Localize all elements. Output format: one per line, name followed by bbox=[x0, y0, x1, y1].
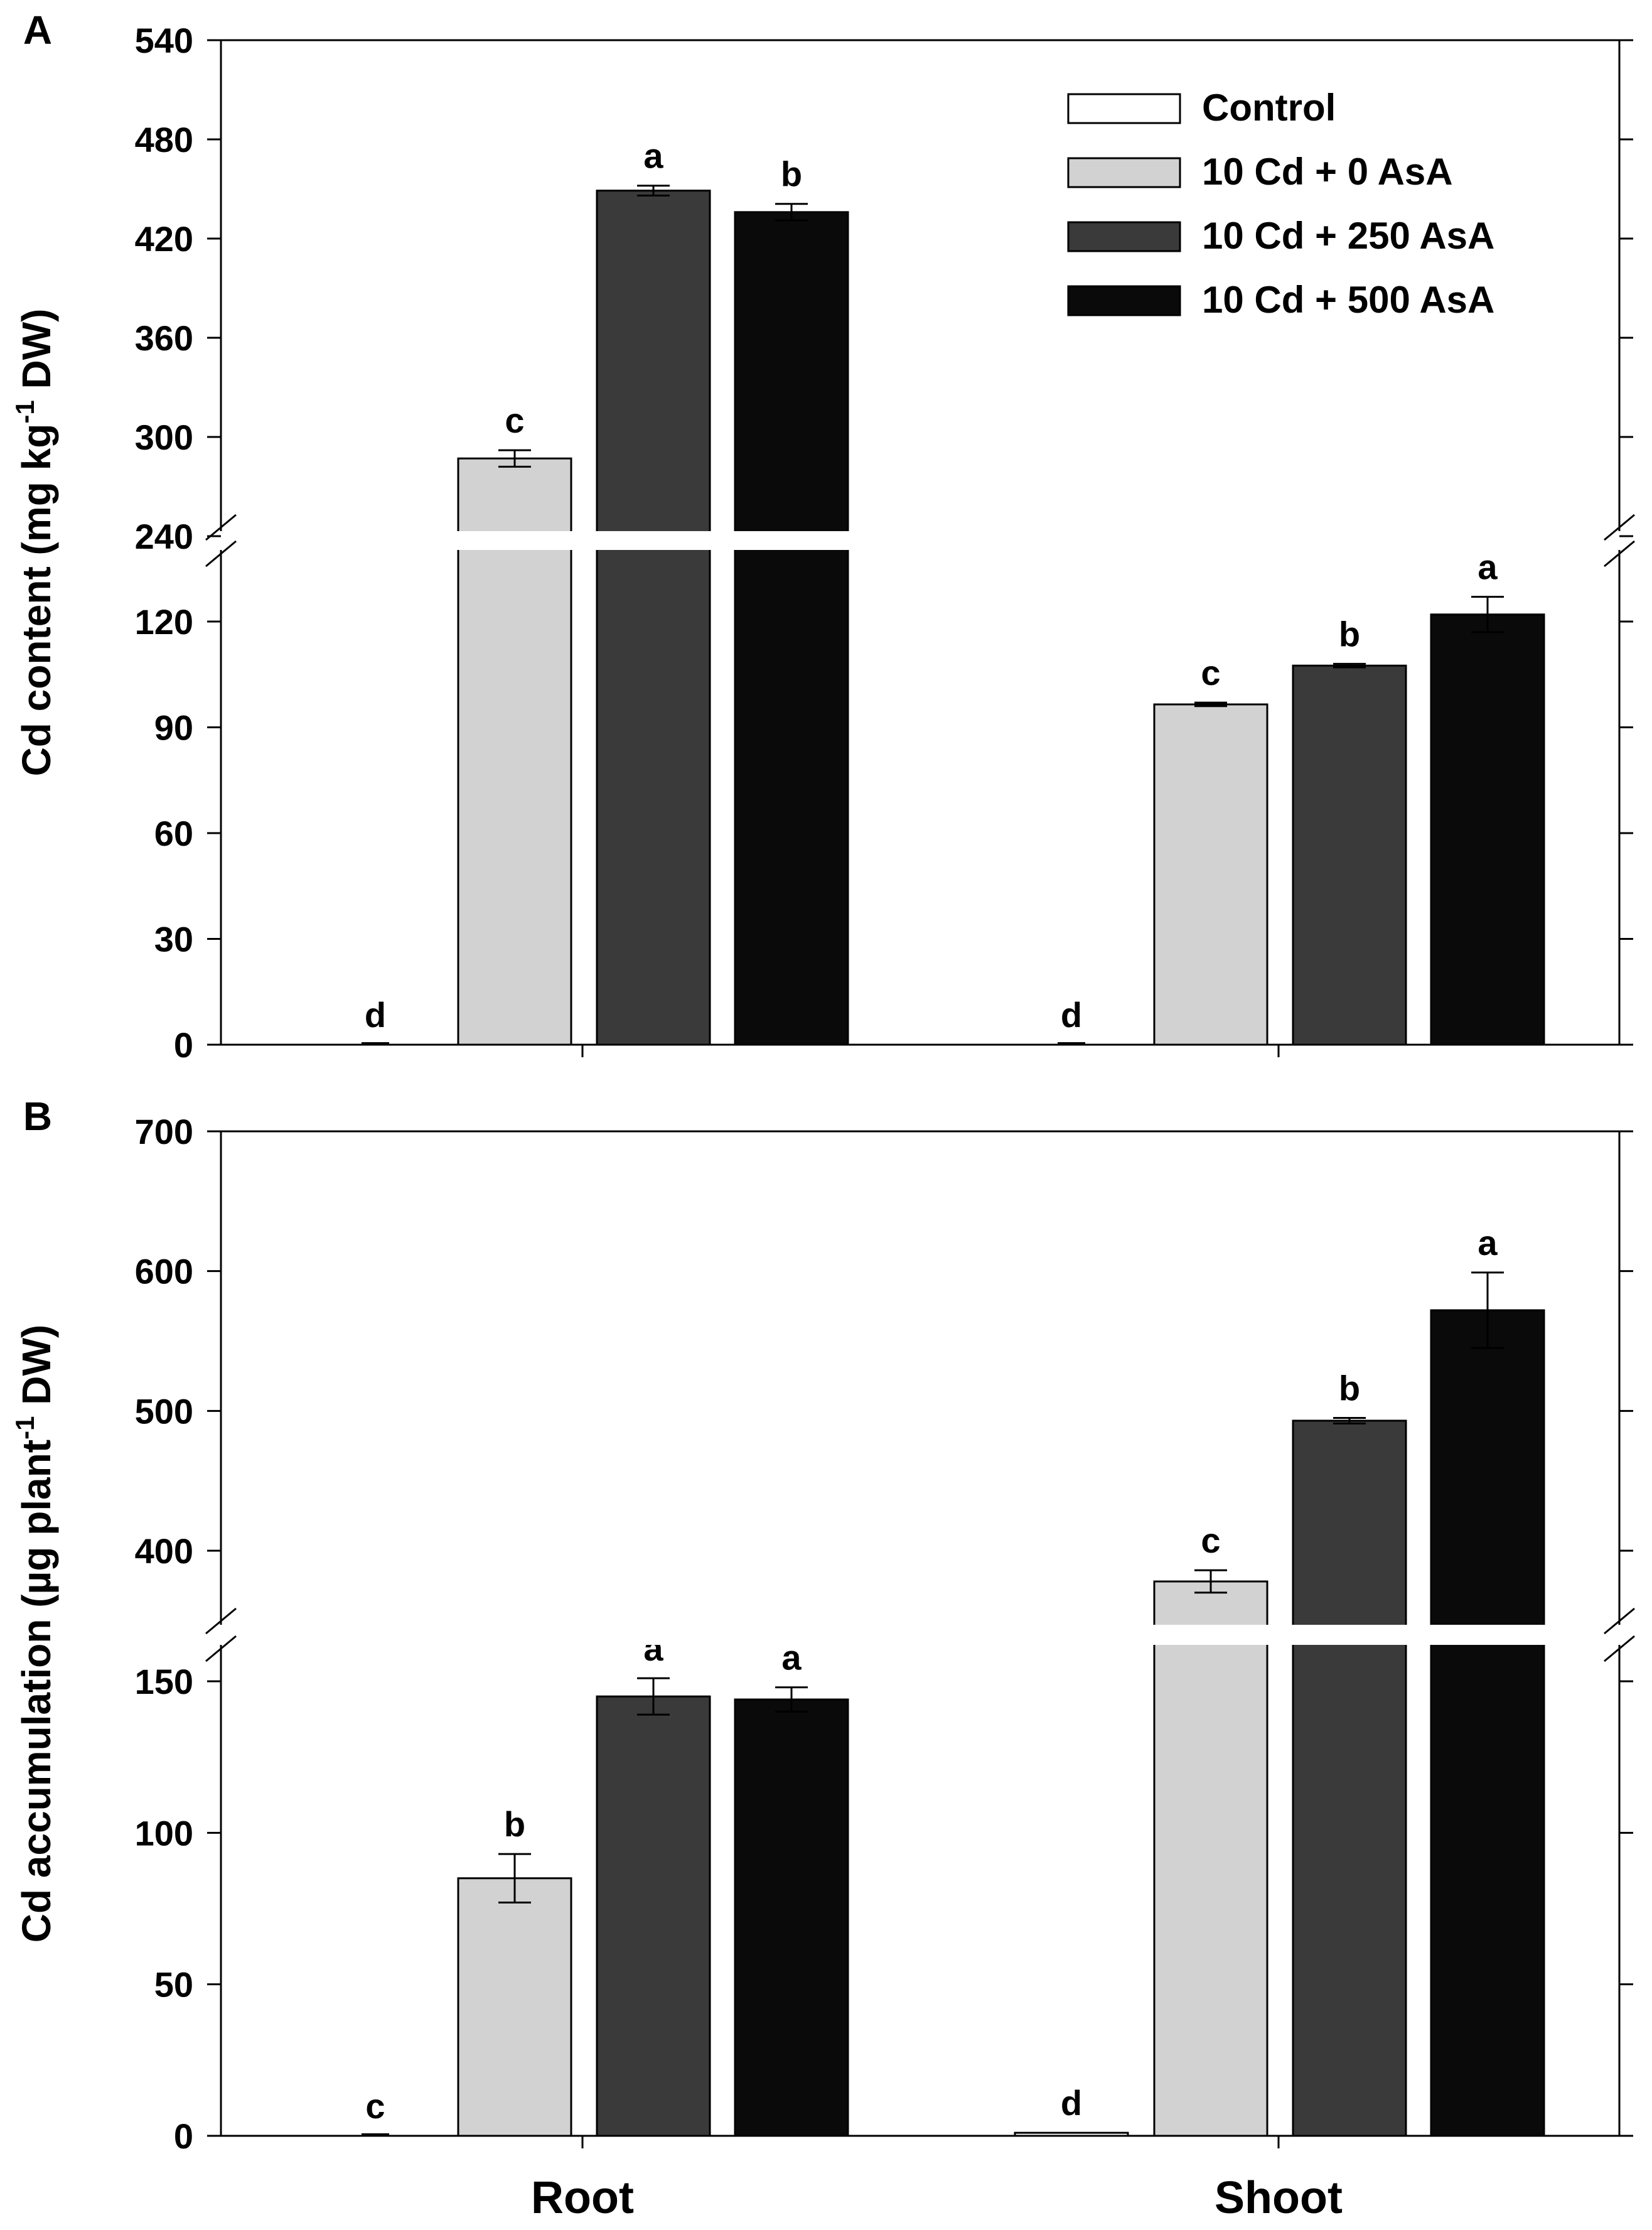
y-tick-label: 50 bbox=[154, 1965, 193, 2005]
legend-label: 10 Cd + 0 AsA bbox=[1202, 151, 1453, 193]
y-axis-title-main: Cd accumulation (µg plant bbox=[14, 1440, 59, 1942]
bar bbox=[596, 1695, 711, 2137]
legend-swatch bbox=[1067, 221, 1181, 252]
bar bbox=[457, 1877, 572, 2137]
y-tick-label: 480 bbox=[135, 120, 193, 159]
significance-letter: c bbox=[1201, 653, 1220, 692]
y-tick-label: 0 bbox=[174, 2116, 193, 2156]
y-tick-label: 0 bbox=[174, 1025, 193, 1065]
panel-letter: A bbox=[23, 8, 52, 53]
y-axis-title-end: DW) bbox=[14, 309, 59, 401]
y-tick-label: 700 bbox=[135, 1112, 193, 1151]
significance-letter: b bbox=[1339, 1368, 1360, 1408]
y-axis-title: Cd accumulation (µg plant-1 DW) bbox=[10, 1325, 59, 1942]
significance-letter: b bbox=[781, 154, 802, 194]
bar bbox=[457, 457, 572, 1046]
y-tick-label: 400 bbox=[135, 1531, 193, 1571]
bar bbox=[1430, 1309, 1545, 2137]
axis-break-mark bbox=[1604, 1635, 1635, 1662]
axis-break-mark bbox=[205, 540, 237, 568]
significance-letter: d bbox=[365, 995, 386, 1035]
significance-letter: b bbox=[1339, 614, 1360, 654]
bar bbox=[734, 1698, 849, 2137]
y-axis-title-sup: -1 bbox=[10, 400, 40, 423]
bar bbox=[734, 211, 849, 1046]
panel-a: Ad d c c a b b a 0 30 60 90 120 240 300 360 420 480 540 Cd … bbox=[10, 8, 1635, 1065]
significance-letter: c bbox=[365, 2086, 385, 2126]
axis-break-mark bbox=[205, 1607, 237, 1635]
bar bbox=[596, 190, 711, 1046]
x-category-label: Root bbox=[531, 2173, 634, 2223]
y-tick-label: 360 bbox=[135, 318, 193, 358]
y-axis-title-end: DW) bbox=[14, 1325, 59, 1416]
legend-label: 10 Cd + 250 AsA bbox=[1202, 215, 1494, 257]
significance-letter: a bbox=[1478, 1223, 1498, 1263]
legend-label: 10 Cd + 500 AsA bbox=[1202, 279, 1494, 321]
axis-break-mark bbox=[1604, 1607, 1635, 1635]
bar bbox=[1153, 1580, 1268, 2137]
bar bbox=[1430, 613, 1545, 1046]
axis-break-mark bbox=[1604, 514, 1635, 541]
y-tick-label: 120 bbox=[135, 602, 193, 642]
bar bbox=[1153, 703, 1268, 1046]
significance-letter: d bbox=[1061, 995, 1082, 1035]
bar bbox=[1292, 664, 1407, 1046]
axis-break-mark bbox=[1604, 540, 1635, 568]
axis-break-mark bbox=[205, 1635, 237, 1662]
significance-letter: a bbox=[643, 136, 663, 176]
legend-swatch bbox=[1067, 285, 1181, 316]
legend-swatch bbox=[1067, 93, 1181, 124]
axis-break-gap bbox=[224, 531, 1616, 550]
significance-letter: b bbox=[504, 1804, 525, 1844]
y-tick-label: 600 bbox=[135, 1252, 193, 1291]
y-tick-label: 420 bbox=[135, 219, 193, 259]
y-tick-label: 300 bbox=[135, 417, 193, 457]
axis-break-gap bbox=[224, 1625, 1616, 1645]
y-tick-label: 150 bbox=[135, 1662, 193, 1701]
legend-label: Control bbox=[1202, 87, 1336, 129]
significance-letter: c bbox=[505, 401, 524, 440]
y-tick-label: 500 bbox=[135, 1391, 193, 1431]
legend-swatch bbox=[1067, 157, 1181, 188]
significance-letter: c bbox=[1201, 1521, 1220, 1560]
y-axis-title-sup: -1 bbox=[10, 1416, 40, 1440]
significance-letter: d bbox=[1061, 2083, 1082, 2123]
y-tick-label: 100 bbox=[135, 1813, 193, 1853]
y-tick-label: 90 bbox=[154, 708, 193, 748]
y-tick-label: 60 bbox=[154, 814, 193, 853]
significance-letter: a bbox=[1478, 547, 1498, 587]
y-tick-label: 30 bbox=[154, 920, 193, 959]
y-axis-title: Cd content (mg kg-1 DW) bbox=[10, 309, 59, 777]
x-category-label: Shoot bbox=[1215, 2173, 1343, 2223]
y-tick-label: 240 bbox=[135, 517, 193, 556]
y-axis-title-main: Cd content (mg kg bbox=[14, 424, 59, 777]
panel-letter: B bbox=[23, 1094, 52, 1139]
y-tick-label: 540 bbox=[135, 21, 193, 60]
bar bbox=[1292, 1419, 1407, 2137]
legend: Control 10 Cd + 0 AsA 10 Cd + 250 AsA 10 Cd… bbox=[1067, 87, 1494, 321]
